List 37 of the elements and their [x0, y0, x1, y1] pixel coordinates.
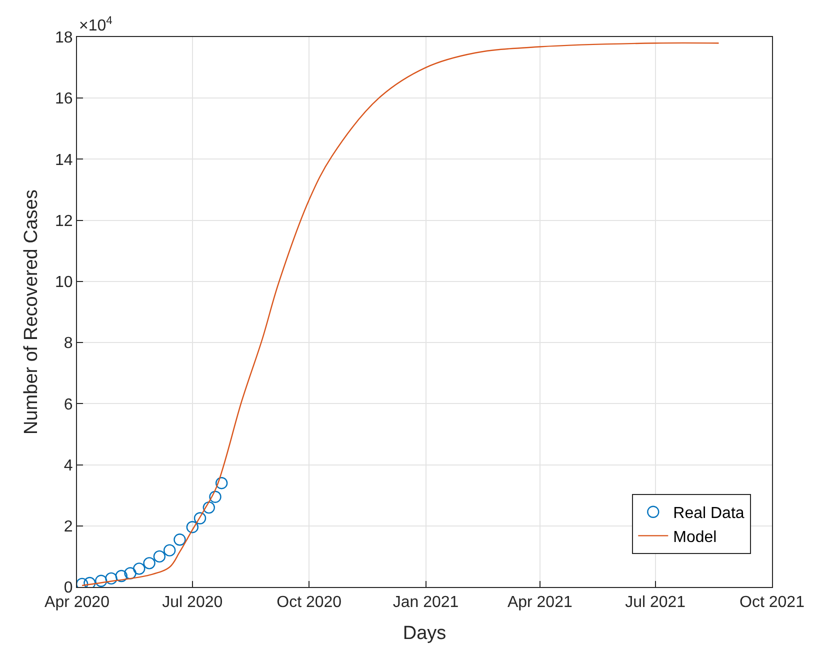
point	[153, 550, 166, 563]
x-axis-title: Days	[402, 623, 446, 644]
point	[209, 490, 222, 503]
point	[115, 570, 128, 582]
x-tick-label: Oct 2021	[740, 594, 805, 612]
point	[95, 574, 108, 587]
point	[174, 534, 186, 546]
x-tick-label: Jul 2020	[162, 594, 223, 612]
point	[105, 572, 118, 585]
x-tick-label: Apr 2021	[507, 594, 572, 612]
point	[186, 521, 199, 534]
y-tick-label: 16	[55, 90, 73, 108]
y-tick-label: 6	[64, 396, 73, 414]
x-tick-label: Jan 2021	[392, 594, 459, 612]
point	[163, 544, 176, 556]
y-tick-label: 2	[64, 518, 73, 536]
legend-label: Real Data	[673, 505, 744, 522]
point	[202, 501, 215, 514]
x-tick-label: Jul 2021	[625, 594, 686, 612]
x-tick-label: Oct 2020	[276, 594, 342, 612]
point	[194, 512, 206, 524]
y-tick-label: 8	[64, 335, 73, 352]
x-tick-label: Apr 2020	[44, 594, 110, 612]
text: ×10$^{4}$	[79, 15, 112, 35]
y-tick-label: 14	[55, 152, 73, 169]
y-tick-label: 10	[55, 274, 73, 292]
y-axis-title: Number of Recovered Cases	[20, 190, 42, 434]
point	[124, 567, 136, 580]
point	[133, 562, 146, 575]
legend-label: Model	[673, 528, 717, 546]
point	[84, 576, 96, 587]
y-tick-label: 12	[55, 212, 73, 230]
y-tick-label: 0	[64, 580, 73, 597]
point	[215, 477, 228, 490]
y-tick-label: 4	[64, 457, 73, 474]
point	[143, 557, 156, 570]
y-tick-label: 18	[55, 30, 73, 47]
